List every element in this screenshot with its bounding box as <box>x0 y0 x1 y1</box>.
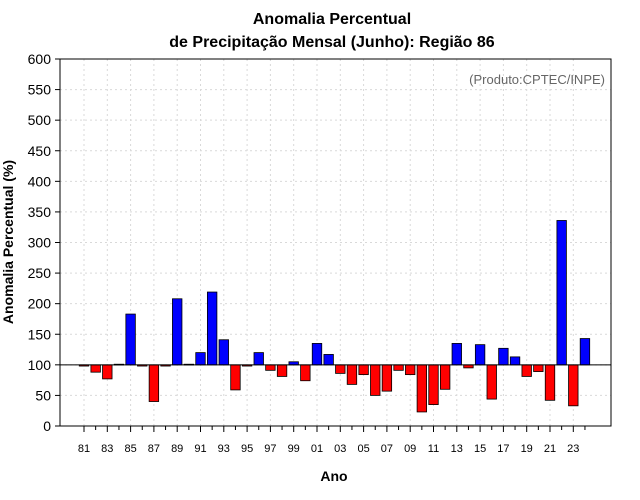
bar-97 <box>265 364 276 371</box>
bar-07 <box>381 364 393 392</box>
bar-08 <box>393 364 404 371</box>
bar-11 <box>428 364 439 405</box>
bar-85 <box>125 313 136 366</box>
y-tick-label: 550 <box>28 82 52 98</box>
bar-23 <box>568 364 579 407</box>
y-tick-label: 250 <box>28 265 52 281</box>
bar-04 <box>346 364 358 385</box>
y-tick-label: 400 <box>28 173 52 189</box>
x-tick-label: 91 <box>194 443 206 455</box>
bar-09 <box>405 364 416 376</box>
x-tick-label: 17 <box>497 443 509 455</box>
bar-96 <box>253 352 264 366</box>
x-axis: 81 83 85 87 89 91 93 95 97 99 01 03 05 07 09 11 13 15 17 19… <box>78 426 586 455</box>
bar-92 <box>206 291 218 366</box>
bar-17 <box>498 347 509 366</box>
bar-12 <box>439 364 451 390</box>
x-tick-label: 83 <box>101 443 113 455</box>
y-tick-label: 200 <box>28 296 52 312</box>
chart-title-line-2: de Precipitação Mensal (Junho): Região 8… <box>169 34 495 51</box>
bar-98 <box>276 364 288 377</box>
x-tick-label: 89 <box>171 443 183 455</box>
bar-87 <box>148 364 160 402</box>
bar-00 <box>300 364 311 382</box>
y-tick-label: 300 <box>28 235 52 251</box>
bar-layer <box>78 220 591 413</box>
chart-title-line-1: Anomalia Percentual <box>253 11 411 28</box>
bar-94 <box>230 364 241 391</box>
bar-89 <box>172 298 183 366</box>
bar-20 <box>533 364 544 372</box>
credit-text: (Produto:CPTEC/INPE) <box>469 72 605 87</box>
y-tick-label: 50 <box>35 387 51 403</box>
bar-05 <box>358 364 369 376</box>
bar-01 <box>311 343 323 366</box>
bar-22 <box>556 220 567 366</box>
y-tick-label: 150 <box>28 326 52 342</box>
bar-93 <box>218 339 229 366</box>
bar-18 <box>509 356 521 366</box>
bar-06 <box>370 364 381 396</box>
bar-03 <box>335 364 346 374</box>
x-tick-label: 19 <box>521 443 533 455</box>
x-tick-label: 21 <box>544 443 556 455</box>
x-tick-label: 23 <box>567 443 579 455</box>
bar-02 <box>323 354 334 366</box>
x-tick-label: 85 <box>124 443 136 455</box>
x-tick-label: 07 <box>381 443 393 455</box>
x-tick-label: 97 <box>264 443 276 455</box>
bar-16 <box>486 364 497 400</box>
x-tick-label: 05 <box>357 443 369 455</box>
bar-19 <box>521 364 532 377</box>
x-tick-label: 95 <box>241 443 253 455</box>
bar-24 <box>579 338 591 366</box>
bar-15 <box>474 344 486 366</box>
y-tick-label: 350 <box>28 204 52 220</box>
bar-21 <box>544 364 556 401</box>
y-tick-label: 0 <box>43 418 51 434</box>
y-tick-label: 600 <box>28 51 52 67</box>
x-tick-label: 99 <box>288 443 300 455</box>
y-tick-label: 450 <box>28 143 52 159</box>
bar-91 <box>195 352 206 366</box>
x-axis-label: Ano <box>320 468 347 484</box>
x-tick-label: 09 <box>404 443 416 455</box>
bar-83 <box>102 364 113 380</box>
x-tick-label: 93 <box>218 443 230 455</box>
x-tick-label: 15 <box>474 443 486 455</box>
y-tick-label: 500 <box>28 112 52 128</box>
bar-13 <box>451 343 462 366</box>
x-tick-label: 87 <box>148 443 160 455</box>
bar-10 <box>416 364 428 413</box>
x-tick-label: 11 <box>428 443 439 455</box>
y-axis: 0 50 100 150 200 250 300 350 400 450 500 550 600 <box>28 51 60 434</box>
y-tick-label: 100 <box>28 357 52 373</box>
x-tick-label: 13 <box>451 443 463 455</box>
bar-82 <box>90 364 101 373</box>
y-axis-label: Anomalia Percentual (%) <box>0 160 16 324</box>
x-tick-label: 03 <box>334 443 346 455</box>
x-tick-label: 81 <box>78 443 90 455</box>
x-tick-label: 01 <box>311 443 323 455</box>
